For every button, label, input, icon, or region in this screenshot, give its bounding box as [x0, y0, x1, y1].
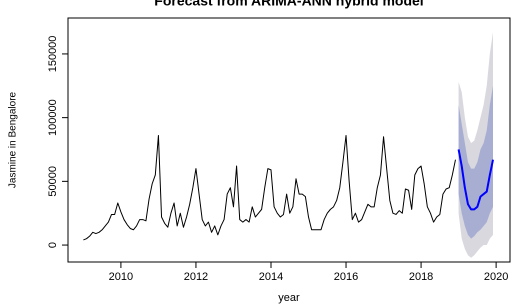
y-tick-label: 50000	[47, 166, 59, 197]
y-tick-label: 0	[47, 242, 59, 248]
x-tick-label: 2014	[259, 271, 283, 283]
y-axis-label: Jasmine in Bengalore	[8, 91, 19, 188]
x-tick-label: 2016	[334, 271, 358, 283]
x-axis-label: year	[278, 292, 300, 304]
chart-title: Forecast from ARIMA-ANN hybrid model	[154, 0, 423, 9]
series-line	[83, 134, 456, 241]
plot-area	[83, 32, 494, 258]
y-tick-label: 100000	[47, 99, 59, 136]
x-tick-label: 2010	[109, 271, 133, 283]
x-tick-label: 2012	[184, 271, 208, 283]
x-tick-label: 2018	[409, 271, 433, 283]
y-tick-label: 150000	[47, 36, 59, 73]
series-line	[457, 149, 494, 211]
plot-box	[67, 17, 511, 263]
x-tick-label: 2020	[484, 271, 508, 283]
